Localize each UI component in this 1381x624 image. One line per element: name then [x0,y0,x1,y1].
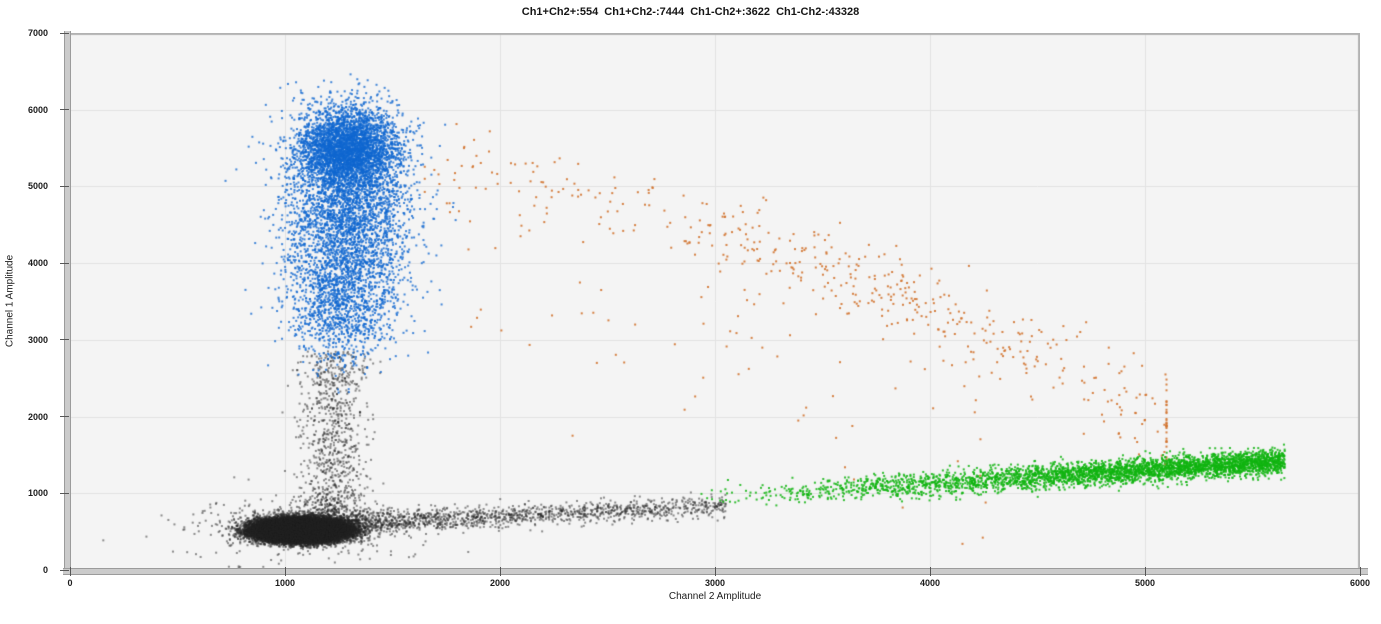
y-tick-mark [60,262,69,264]
x-tick-label: 3000 [704,578,726,588]
plot-title: Ch1+Ch2+:554 Ch1+Ch2-:7444 Ch1-Ch2+:3622… [521,6,860,18]
y-tick-mark [60,492,69,494]
y-tick-label: 0 [42,565,48,575]
plot-area [70,33,1360,570]
y-tick-mark [60,185,69,187]
x-tick-label: 1000 [274,578,296,588]
y-tick-label: 1000 [27,488,48,499]
y-tick-label: 4000 [27,258,48,269]
x-tick-label: 5000 [1134,578,1156,588]
x-tick-mark [1144,567,1146,576]
y-tick-mark [60,569,69,571]
x-tick-mark [1359,567,1361,576]
y-tick-label: 6000 [27,104,48,115]
x-tick-label: 4000 [919,578,941,588]
y-tick-mark [60,32,69,34]
y-tick-mark [60,416,69,418]
y-axis-line [64,31,71,573]
y-axis-title: Channel 1 Amplitude [4,254,16,348]
x-tick-label: 0 [67,578,73,588]
x-tick-mark [284,567,286,576]
x-tick-mark [929,567,931,576]
y-tick-label: 7000 [27,28,48,38]
y-tick-label: 3000 [27,334,48,345]
x-tick-label: 2000 [489,578,511,588]
x-axis-line [63,568,1368,575]
scatter-canvas [70,33,1360,570]
y-tick-label: 5000 [27,181,48,192]
x-tick-mark [499,567,501,576]
x-tick-mark [714,567,716,576]
y-tick-mark [60,339,69,341]
y-tick-mark [60,109,69,111]
y-tick-label: 2000 [27,411,48,422]
x-tick-label: 6000 [1349,578,1371,588]
x-tick-mark [69,567,71,576]
x-axis-title: Channel 2 Amplitude [668,591,762,602]
